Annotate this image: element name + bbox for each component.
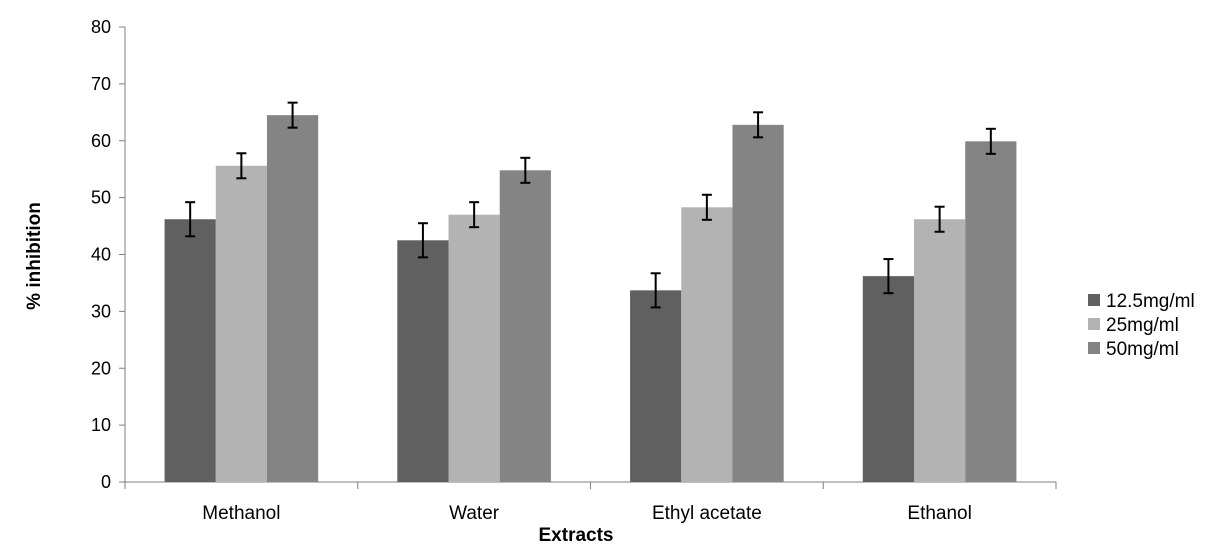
bar xyxy=(965,141,1017,482)
legend: 12.5mg/ml 25mg/ml 50mg/ml xyxy=(1088,291,1195,360)
bar xyxy=(397,240,449,482)
legend-swatch xyxy=(1088,342,1100,354)
y-axis-title: % inhibition xyxy=(24,202,45,310)
y-tick-label: 50 xyxy=(91,188,111,208)
bar xyxy=(914,219,966,483)
y-tick-label: 80 xyxy=(91,17,111,37)
legend-label: 12.5mg/ml xyxy=(1106,291,1195,312)
bar xyxy=(499,170,551,482)
y-tick-label: 40 xyxy=(91,245,111,265)
y-tick-label: 0 xyxy=(101,472,111,492)
bar xyxy=(448,214,500,482)
legend-swatch xyxy=(1088,318,1100,330)
x-category-label: Water xyxy=(449,503,500,524)
x-axis: Methanol Water Ethyl acetate Ethanol xyxy=(124,481,1057,524)
y-tick-label: 10 xyxy=(91,415,111,435)
y-axis: 0 10 20 30 40 50 60 70 80 xyxy=(91,17,126,492)
bars xyxy=(164,115,1017,483)
bar xyxy=(266,115,319,482)
legend-label: 25mg/ml xyxy=(1106,315,1179,336)
bar xyxy=(215,165,267,482)
y-tick-label: 70 xyxy=(91,74,111,94)
legend-swatch xyxy=(1088,294,1100,306)
x-category-label: Ethanol xyxy=(907,503,971,524)
legend-label: 50mg/ml xyxy=(1106,339,1179,360)
x-axis-title: Extracts xyxy=(539,525,614,545)
x-category-label: Methanol xyxy=(202,503,280,524)
x-category-label: Ethyl acetate xyxy=(652,503,762,524)
y-tick-label: 30 xyxy=(91,301,111,321)
error-bars xyxy=(185,101,996,309)
bar xyxy=(630,290,682,482)
bar xyxy=(732,124,784,482)
bar xyxy=(164,219,216,483)
y-tick-label: 20 xyxy=(91,358,111,378)
y-tick-label: 60 xyxy=(91,131,111,151)
bar xyxy=(862,276,915,482)
bar xyxy=(681,207,733,482)
